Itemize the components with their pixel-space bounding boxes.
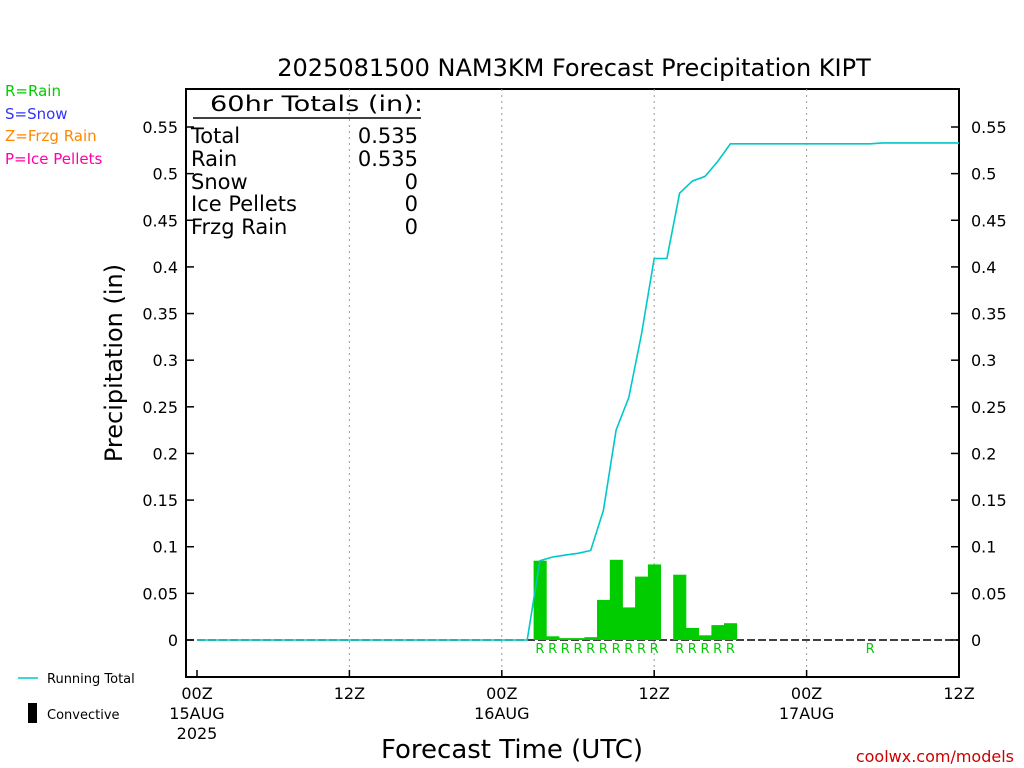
rain-bar bbox=[724, 623, 738, 640]
y-tick-label: 0.55 bbox=[971, 118, 1007, 137]
rain-bar bbox=[635, 576, 649, 640]
ptype-mark-rain: R bbox=[688, 642, 697, 657]
rain-bar bbox=[609, 559, 623, 640]
convective-legend-swatch bbox=[28, 703, 37, 723]
x-tick-label: 00Z bbox=[181, 684, 212, 703]
ptype-legend-frzg-rain: Z=Frzg Rain bbox=[5, 127, 97, 145]
ptype-mark-rain: R bbox=[612, 642, 621, 657]
rain-bar bbox=[647, 564, 661, 640]
ptype-mark-rain: R bbox=[561, 642, 570, 657]
running-total-line bbox=[197, 142, 959, 641]
rain-bar bbox=[546, 636, 560, 640]
y-tick-label: 0.2 bbox=[971, 444, 996, 463]
x-tick-label: 12Z bbox=[639, 684, 670, 703]
totals-row-value: 0 bbox=[405, 192, 418, 216]
rain-bar bbox=[698, 635, 712, 640]
x-axis-label: Forecast Time (UTC) bbox=[381, 735, 643, 765]
rain-bars bbox=[533, 559, 738, 640]
totals-header: 60hr Totals (in): bbox=[210, 92, 423, 116]
y-tick-label: 0.4 bbox=[153, 258, 178, 277]
ptype-legend: R=Rain S=Snow Z=Frzg Rain P=Ice Pellets bbox=[5, 82, 102, 168]
rain-bar bbox=[711, 625, 725, 640]
y-tick-label: 0.05 bbox=[142, 584, 178, 603]
ptype-mark-rain: R bbox=[726, 642, 735, 657]
running-total-legend-label: Running Total bbox=[47, 672, 135, 687]
x-tick-label: 00Z bbox=[791, 684, 822, 703]
ptype-mark-rain: R bbox=[650, 642, 659, 657]
y-tick-label: 0.5 bbox=[153, 165, 178, 184]
y-tick-label: 0.3 bbox=[153, 351, 178, 370]
ptype-mark-rain: R bbox=[713, 642, 722, 657]
y-tick-label: 0 bbox=[971, 631, 981, 650]
totals-row-label: Total bbox=[190, 124, 240, 148]
x-tick-date: 16AUG bbox=[474, 704, 529, 723]
y-tick-label: 0.15 bbox=[142, 491, 178, 510]
y-axis-label: Precipitation (in) bbox=[100, 264, 128, 462]
totals-row-label: Frzg Rain bbox=[191, 215, 287, 239]
rain-bar bbox=[533, 560, 547, 640]
ptype-legend-rain: R=Rain bbox=[5, 82, 61, 100]
ptype-mark-rain: R bbox=[586, 642, 595, 657]
gridlines bbox=[348, 89, 808, 677]
y-tick-label: 0.55 bbox=[142, 118, 178, 137]
ptype-mark-rain: R bbox=[637, 642, 646, 657]
y-tick-label: 0.5 bbox=[971, 165, 996, 184]
x-tick-label: 12Z bbox=[943, 684, 974, 703]
y-tick-label: 0.3 bbox=[971, 351, 996, 370]
y-axis-left: 0 0.05 0.1 0.15 0.2 0.25 0.3 0.35 0.4 0.45 0.5 0.55 bbox=[142, 118, 194, 650]
y-tick-label: 0.2 bbox=[153, 444, 178, 463]
totals-row-value: 0 bbox=[405, 170, 418, 194]
ptype-mark-rain: R bbox=[700, 642, 709, 657]
ptype-mark-rain: R bbox=[573, 642, 582, 657]
totals-box: 60hr Totals (in): Total 0.535 Rain 0.535… bbox=[190, 92, 423, 239]
ptype-legend-snow: S=Snow bbox=[5, 105, 68, 123]
y-tick-label: 0.15 bbox=[971, 491, 1007, 510]
y-axis-right: 0 0.05 0.1 0.15 0.2 0.25 0.3 0.35 0.4 0.45 0.5 0.55 bbox=[951, 118, 1007, 650]
rain-bar bbox=[571, 638, 585, 640]
credit-text: coolwx.com/models bbox=[856, 747, 1014, 766]
y-tick-label: 0.35 bbox=[971, 305, 1007, 324]
ptype-mark-rain: R bbox=[548, 642, 557, 657]
ptype-mark-rain: R bbox=[535, 642, 544, 657]
convective-legend-label: Convective bbox=[47, 708, 120, 723]
bottom-legend: Running Total Convective bbox=[18, 672, 135, 723]
y-tick-label: 0.25 bbox=[971, 398, 1007, 417]
x-tick-date: 17AUG bbox=[779, 704, 834, 723]
totals-row-label: Ice Pellets bbox=[191, 192, 297, 216]
rain-bar bbox=[597, 599, 611, 640]
y-tick-label: 0.35 bbox=[142, 305, 178, 324]
x-tick-date: 15AUG bbox=[169, 704, 224, 723]
y-tick-label: 0 bbox=[168, 631, 178, 650]
rain-bar bbox=[673, 574, 687, 640]
y-tick-label: 0.1 bbox=[971, 538, 996, 557]
ptype-mark-rain: R bbox=[866, 642, 875, 657]
x-tick-label: 12Z bbox=[334, 684, 365, 703]
x-tick-year: 2025 bbox=[177, 724, 218, 743]
rain-bar bbox=[558, 638, 572, 640]
plot-frame bbox=[185, 88, 960, 678]
ptype-mark-rain: R bbox=[599, 642, 608, 657]
y-tick-label: 0.4 bbox=[971, 258, 996, 277]
x-tick-label: 00Z bbox=[486, 684, 517, 703]
chart-title: 2025081500 NAM3KM Forecast Precipitation… bbox=[277, 54, 871, 82]
ptype-mark-rain: R bbox=[624, 642, 633, 657]
totals-row-value: 0.535 bbox=[358, 147, 418, 171]
rain-bar bbox=[685, 627, 699, 640]
totals-row-value: 0 bbox=[405, 215, 418, 239]
y-tick-label: 0.45 bbox=[971, 211, 1007, 230]
ptype-legend-ice-pellets: P=Ice Pellets bbox=[5, 150, 102, 168]
totals-row-value: 0.535 bbox=[358, 124, 418, 148]
rain-bar bbox=[584, 637, 598, 640]
y-tick-label: 0.25 bbox=[142, 398, 178, 417]
totals-row-label: Rain bbox=[191, 147, 237, 171]
ptype-mark-rain: R bbox=[675, 642, 684, 657]
totals-row-label: Snow bbox=[191, 170, 248, 194]
y-tick-label: 0.45 bbox=[142, 211, 178, 230]
y-tick-label: 0.05 bbox=[971, 584, 1007, 603]
rain-bar bbox=[622, 607, 636, 640]
y-tick-label: 0.1 bbox=[153, 538, 178, 557]
